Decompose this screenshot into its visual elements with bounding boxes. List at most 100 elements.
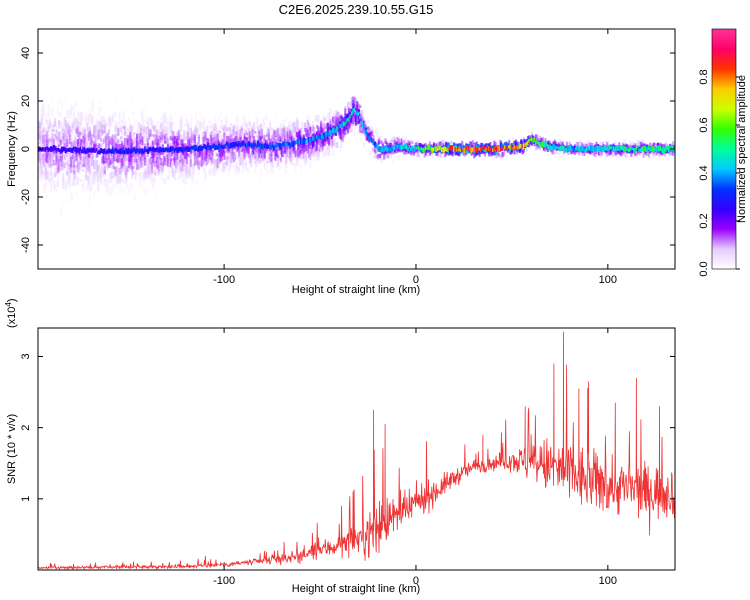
spectrogram-cell: [376, 131, 379, 136]
spectrogram-cell: [320, 142, 323, 146]
spectrogram-cell: [85, 166, 88, 170]
spectrogram-cell: [52, 159, 55, 165]
spectrogram-cell: [238, 162, 241, 173]
spectrogram-cell: [318, 143, 321, 152]
spectrogram-cell: [97, 130, 100, 141]
spectrogram-cell: [577, 142, 581, 147]
spectrogram-cell: [70, 157, 73, 168]
spectrogram-cell: [140, 133, 143, 138]
spectrogram-ridge-cell: [665, 145, 668, 152]
spectrogram-cell: [222, 127, 225, 131]
spectrogram-cell: [279, 139, 282, 143]
spectrogram-cell: [119, 143, 123, 153]
spectrogram-cell: [54, 170, 57, 179]
spectrogram-ridge-cell: [371, 139, 374, 143]
spectrogram-cell: [458, 144, 461, 147]
spectrogram-cell: [576, 142, 579, 149]
spectrogram-cell: [203, 136, 206, 144]
spectrogram-cell: [166, 156, 170, 161]
spectrogram-ridge-cell: [329, 129, 332, 135]
spectrogram-cell: [162, 113, 166, 124]
spectrogram-ridge-cell: [616, 146, 620, 152]
spectrogram-cell: [195, 127, 198, 136]
spectrogram-cell: [144, 172, 147, 176]
spectrogram-cell: [380, 158, 383, 161]
spectrogram-cell: [141, 156, 144, 168]
spectrogram-cell: [129, 92, 132, 100]
spectrogram-cell: [133, 104, 136, 108]
spectrogram-cell: [426, 152, 429, 157]
spectrogram-cell: [415, 142, 418, 148]
spectrogram-cell: [494, 142, 497, 146]
spectrogram-cell: [467, 151, 470, 154]
spectrogram-ridge-cell: [357, 112, 361, 116]
spectrogram-ridge-cell: [666, 146, 669, 151]
spectrogram-cell: [624, 145, 628, 149]
spectrogram-cell: [466, 144, 469, 148]
spectrogram-cell: [54, 155, 57, 166]
spectrogram-cell: [71, 178, 74, 187]
spectrogram-cell: [517, 150, 520, 153]
spectrogram-cell: [248, 136, 252, 147]
spectrogram-cell: [522, 147, 525, 153]
spectrogram-cell: [584, 144, 587, 149]
spectrogram-cell: [611, 150, 614, 153]
spectrogram-cell: [138, 192, 141, 197]
spectrogram-cell: [389, 143, 393, 149]
spectrogram-cell: [599, 151, 602, 157]
spectrogram-cell: [185, 164, 188, 173]
spectrogram-cell: [313, 148, 316, 157]
spectrogram-ridge-cell: [439, 145, 442, 151]
spectrogram-cell: [59, 152, 62, 158]
spectrogram-cell: [109, 138, 112, 145]
spectrogram-ridge-cell: [573, 148, 577, 152]
spectrogram-cell: [475, 144, 478, 150]
spectrogram-ridge-cell: [259, 144, 262, 149]
spectrogram-cell: [332, 140, 335, 146]
spectrogram-cell: [305, 145, 308, 151]
spectrogram-cell: [67, 181, 70, 188]
spectrogram-cell: [361, 112, 364, 118]
spectrogram-ridge-cell: [391, 146, 394, 151]
spectrogram-cell: [638, 146, 641, 150]
spectrogram-cell: [63, 156, 66, 160]
spectrogram-cell: [47, 123, 50, 132]
spectrogram-ridge-cell: [500, 147, 503, 151]
spectrogram-cell: [122, 126, 125, 130]
spectrogram-cell: [176, 158, 179, 165]
spectrogram-cell: [407, 143, 410, 146]
spectrogram-cell: [224, 132, 227, 144]
spectrogram-cell: [63, 163, 66, 168]
spectrogram-cell: [216, 153, 219, 157]
spectrogram-cell: [137, 152, 140, 160]
spectrogram-ridge-cell: [492, 148, 495, 152]
spectrogram-cell: [243, 136, 246, 144]
spectrogram-ridge-cell: [299, 138, 303, 144]
spectrogram-cell: [497, 152, 500, 156]
spectrogram-cell: [218, 130, 221, 139]
spectrogram-cell: [56, 171, 59, 174]
spectrogram-cell: [102, 130, 105, 134]
spectrogram-cell: [439, 152, 442, 157]
spectrogram-cell: [580, 150, 583, 156]
spectrogram-cell: [330, 135, 333, 140]
spectrogram-cell: [54, 117, 57, 128]
spectrogram-cell: [48, 158, 51, 163]
spectrogram-ridge-cell: [204, 145, 207, 150]
spectrogram-cell: [113, 150, 116, 162]
spectrogram-cell: [58, 170, 61, 173]
spectrogram-cell: [82, 127, 85, 134]
spectrogram-cell: [179, 163, 182, 174]
spectrogram-cell: [114, 138, 117, 141]
spectrogram-cell: [185, 145, 188, 156]
spectrogram-cell: [324, 126, 327, 130]
spectrogram-cell: [588, 141, 591, 148]
spectrogram-cell: [91, 173, 94, 184]
spectrogram-cell: [658, 151, 661, 156]
spectrogram-cell: [209, 148, 213, 152]
spectrogram-cell: [197, 151, 200, 154]
spectrogram-cell: [81, 184, 84, 187]
spectrogram-cell: [86, 154, 89, 166]
spectrogram-cell: [89, 153, 92, 159]
spectrogram-cell: [270, 138, 273, 144]
